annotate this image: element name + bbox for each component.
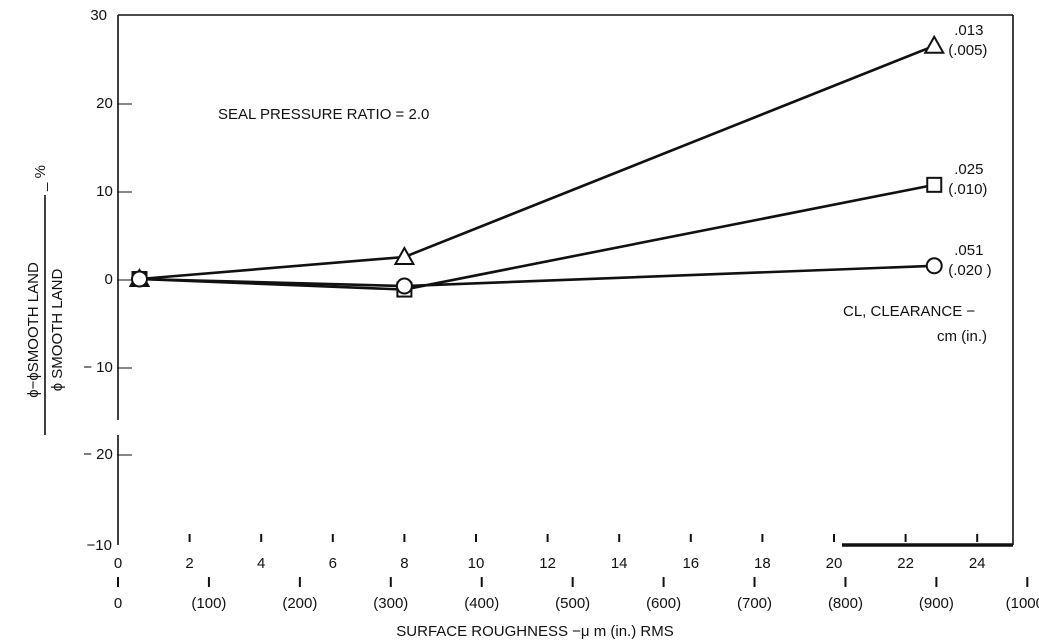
x-tick-label-in: (500) [555,595,590,612]
series-label-in: (.010) [948,181,987,198]
series-line [139,183,935,291]
y-tick-label: − 20 — [83,446,132,463]
x-tick-label-in: (800) [828,595,863,612]
x-tick-label-um: 4 [257,555,265,572]
x-tick-label-in: (100) [191,595,226,612]
x-ticks [117,534,1029,587]
x-tick-labels-um: 0 2 4 6 8 10 12 14 16 18 20 22 24 [114,555,986,572]
series-layer [128,34,945,298]
y-tick-label: −10 [87,537,112,554]
x-tick-label-um: 6 [329,555,337,572]
y-tick-label: 30 [90,7,107,24]
triangle-marker [393,245,416,265]
x-tick-label-um: 18 [754,555,771,572]
series-label-in: (.005) [948,42,987,59]
seal-pressure-annotation: SEAL PRESSURE RATIO = 2.0 [218,106,429,123]
y-label-denominator: ϕ SMOOTH LAND [49,269,66,392]
circle-marker [925,257,943,275]
series-label-cm: .013 [954,22,983,39]
circle-marker [130,270,148,288]
x-tick-label-in: 0 [114,595,122,612]
legend-title-line1: CL, CLEARANCE − [843,303,975,320]
x-tick-label-um: 24 [969,555,986,572]
x-tick-label-in: (300) [373,595,408,612]
x-tick-label-in: (200) [282,595,317,612]
y-tick-labels: 30 20 — 10 — 0 — − 10 — − 20 — −10 [83,7,132,554]
x-tick-label-um: 14 [611,555,628,572]
series-labels: .013 (.005) .025 (.010) .051 (.020 ) [948,22,991,279]
y-label-unit: _ % [32,165,49,192]
x-tick-label-um: 8 [400,555,408,572]
x-tick-label-um: 22 [897,555,914,572]
series-label-in: (.020 ) [948,262,991,279]
x-tick-labels-in: 0 (100) (200) (300) (400) (500) (600) (700) (800… [114,595,1039,612]
x-tick-label-in: (1000) [1006,595,1039,612]
x-tick-label-um: 20 [826,555,843,572]
series-label-cm: .051 [954,242,983,259]
x-tick-label-in: (600) [646,595,681,612]
y-tick-label: − 10 — [83,359,132,376]
x-tick-label-um: 2 [185,555,193,572]
y-tick-label: 10 — [96,183,132,200]
x-tick-label-in: (900) [919,595,954,612]
y-axis-label: ϕ−ϕSMOOTH LAND ϕ SMOOTH LAND _ % [25,165,66,435]
legend-title-line2: cm (in.) [937,328,987,345]
square-marker [926,176,943,193]
x-tick-label-um: 12 [539,555,556,572]
x-tick-label-um: 16 [682,555,699,572]
triangle-marker [923,34,945,54]
x-tick-label-in: (700) [737,595,772,612]
series-label-cm: .025 [954,161,983,178]
y-label-numerator: ϕ−ϕSMOOTH LAND [25,262,42,398]
x-tick-label-um: 10 [468,555,485,572]
y-tick-label: 20 — [96,95,132,112]
x-axis-label: SURFACE ROUGHNESS −μ m (in.) RMS [396,623,673,640]
circle-marker [395,277,413,295]
y-tick-label: 0 — [104,271,132,288]
series-line [139,44,935,281]
x-tick-label-in: (400) [464,595,499,612]
x-tick-label-um: 0 [114,555,122,572]
